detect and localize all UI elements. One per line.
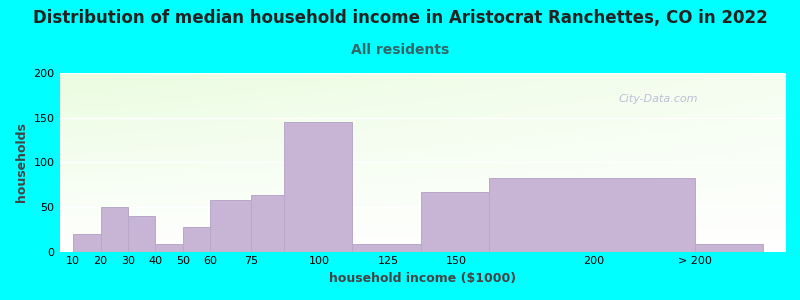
Bar bbox=[182, 227, 210, 252]
Bar bbox=[353, 244, 421, 252]
Bar bbox=[490, 178, 694, 252]
Bar bbox=[421, 192, 490, 252]
Text: All residents: All residents bbox=[351, 44, 449, 58]
Bar bbox=[128, 216, 155, 252]
Bar bbox=[210, 200, 251, 252]
Bar bbox=[284, 122, 353, 252]
Text: Distribution of median household income in Aristocrat Ranchettes, CO in 2022: Distribution of median household income … bbox=[33, 9, 767, 27]
X-axis label: household income ($1000): household income ($1000) bbox=[329, 272, 516, 285]
Bar bbox=[694, 244, 763, 252]
Bar bbox=[155, 244, 182, 252]
Bar bbox=[251, 195, 284, 252]
Y-axis label: households: households bbox=[15, 122, 28, 202]
Bar bbox=[74, 234, 101, 252]
Text: City-Data.com: City-Data.com bbox=[618, 94, 698, 104]
Bar bbox=[101, 207, 128, 252]
